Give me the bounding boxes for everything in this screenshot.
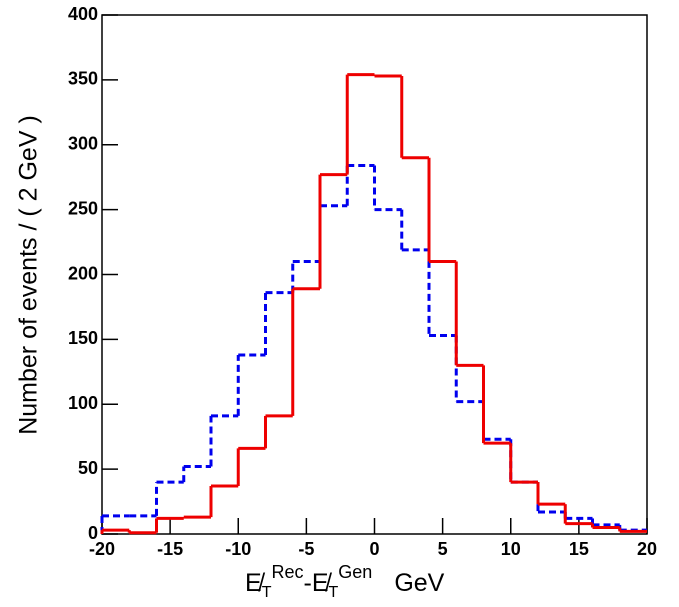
x-label-part: GeV xyxy=(394,569,444,597)
x-label-part: - xyxy=(303,569,311,597)
x-tick-label: 0 xyxy=(369,539,379,559)
x-axis-label: E̸TRec-E̸TGen GeV xyxy=(245,562,445,601)
x-tick-label: 10 xyxy=(501,539,521,559)
x-label-part: E̸ xyxy=(245,569,266,597)
x-tick-label: -20 xyxy=(89,539,115,559)
x-tick-label: -10 xyxy=(225,539,251,559)
y-tick-label: 0 xyxy=(88,523,98,543)
y-tick-label: 50 xyxy=(78,458,98,478)
x-label-part: Rec xyxy=(271,562,303,582)
x-tick-label: -5 xyxy=(298,539,314,559)
x-label-part: E̸ xyxy=(312,569,333,597)
x-label-part: T xyxy=(329,584,339,601)
x-tick-label: 15 xyxy=(569,539,589,559)
y-tick-label: 350 xyxy=(68,69,98,89)
y-tick-label: 100 xyxy=(68,393,98,413)
x-tick-label: 20 xyxy=(637,539,657,559)
x-label-part: Gen xyxy=(338,562,372,582)
y-tick-label: 300 xyxy=(68,134,98,154)
plot-frame xyxy=(101,14,648,535)
y-axis-label: Number of events / ( 2 GeV ) xyxy=(15,115,43,435)
y-tick-label: 250 xyxy=(68,198,98,218)
x-label-part: T xyxy=(262,584,272,601)
y-tick-label: 200 xyxy=(68,263,98,283)
x-tick-label: -15 xyxy=(157,539,183,559)
x-tick-label: 5 xyxy=(438,539,448,559)
y-tick-label: 400 xyxy=(68,4,98,24)
y-tick-label: 150 xyxy=(68,328,98,348)
